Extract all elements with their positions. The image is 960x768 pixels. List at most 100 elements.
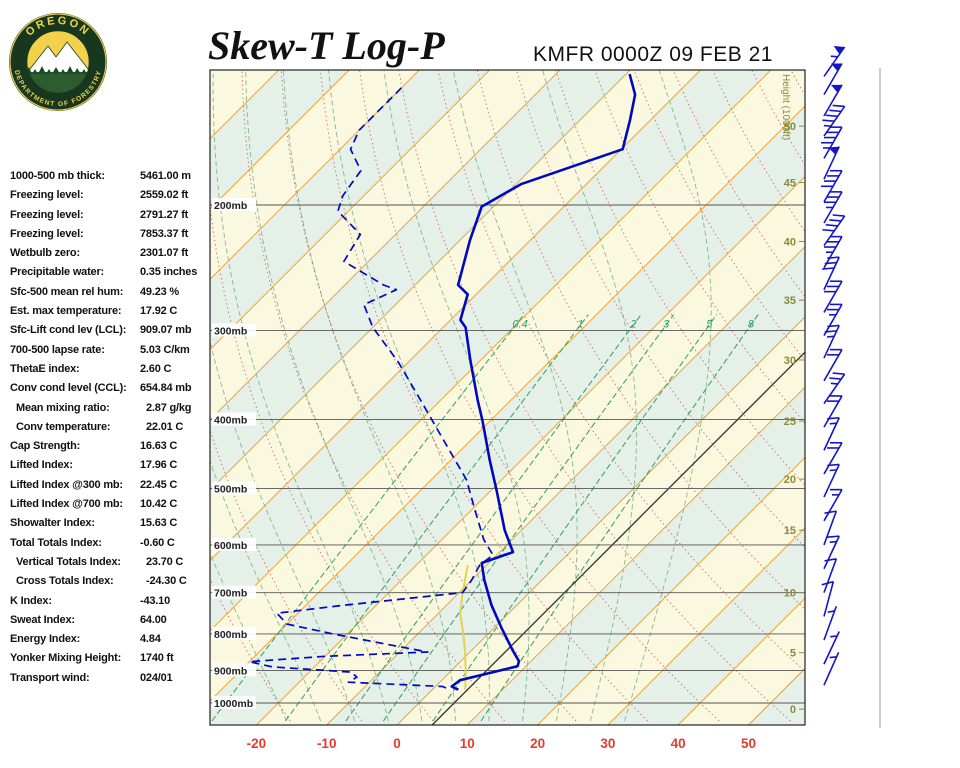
stat-row: 700-500 lapse rate: 5.03 C/km [10,341,197,360]
wind-barb [823,651,840,686]
stat-label: Vertical Totals Index: [16,555,121,568]
stat-row: Yonker Mixing Height: 1740 ft [10,649,197,668]
stat-row: Lifted Index: 17.96 C [10,456,197,475]
stat-label: Sfc-Lift cond lev (LCL): [10,324,127,337]
trees-icon [27,66,87,74]
stat-row: K Index: -43.10 [10,592,197,611]
stat-value: 17.96 C [140,459,178,472]
stat-value: 2559.02 ft [140,189,189,202]
wind-barb [823,146,840,180]
stat-row: Total Totals Index: -0.60 C [10,534,197,553]
stat-label: 700-500 lapse rate: [10,343,105,356]
stat-value: 16.63 C [140,440,178,453]
height-label: 20 [784,474,796,486]
stat-label: Lifted Index @300 mb: [10,478,123,491]
mixing-ratio-label: 5 [706,318,713,330]
stat-row: Sweat Index: 64.00 [10,611,197,630]
temp-tick-label: 30 [600,736,615,751]
forest-ground [27,72,89,93]
wind-barb [823,46,846,77]
temp-tick-label: -10 [317,736,337,751]
stat-value: 15.63 C [140,517,178,530]
stat-value: 1740 ft [140,652,174,665]
pressure-labels: 200mb 300mb 400mb 500mb 600mb 700mb 800mb 900mb… [212,198,256,710]
mixing-ratio-label: 3 [663,318,670,330]
reference-isotherm [431,351,805,725]
wind-barb [823,605,838,641]
stat-value: 23.70 C [146,555,184,568]
stat-value: 0.35 inches [140,266,198,279]
indices-panel: 1000-500 mb thick: 5461.00 m Freezing leve… [10,167,197,688]
stat-row: Vertical Totals Index: 23.70 C [10,553,197,572]
isotherms [210,70,805,725]
stat-row: Freezing level: 2791.27 ft [10,206,197,225]
odf-logo: OREGON DEPARTMENT OF FORESTRY [8,12,108,112]
stat-label: ThetaE index: [10,362,80,375]
stat-row: Precipitable water: 0.35 inches [10,263,197,282]
stat-label: Transport wind: [10,671,90,684]
temp-tick-label: 20 [530,736,545,751]
wind-barb [823,558,838,593]
height-label: 50 [784,121,796,133]
stat-value: 17.92 C [140,305,178,318]
pressure-label: 200mb [214,200,247,212]
stat-row: Freezing level: 7853.37 ft [10,225,197,244]
stat-row: Sfc-Lift cond lev (LCL): 909.07 mb [10,321,197,340]
pressure-label: 400mb [214,414,247,426]
height-label: 25 [784,416,796,428]
stat-row: Lifted Index @700 mb: 10.42 C [10,495,197,514]
pressure-label: 900mb [214,665,247,677]
wind-barb [823,256,840,291]
stat-row: Mean mixing ratio: 2.87 g/kg [10,399,197,418]
stat-value: 4.84 [140,633,161,646]
stat-value: 909.07 mb [140,324,192,337]
stat-row: Showalter Index: 15.63 C [10,514,197,533]
height-label: 15 [784,525,796,537]
height-axis-title: Height (1000ft) [780,74,791,140]
pressure-label: 1000mb [214,698,253,710]
height-label: 30 [784,355,796,367]
stat-row: Lifted Index @300 mb: 22.45 C [10,476,197,495]
temp-tick-label: 50 [741,736,756,751]
dewpoint-curve [248,87,494,691]
stat-row: Wetbulb zero: 2301.07 ft [10,244,197,263]
mixing-ratio-label: 0.4 [512,318,527,330]
stat-label: Conv cond level (CCL): [10,382,127,395]
stat-row: Est. max temperature: 17.92 C [10,302,197,321]
pressure-label: 800mb [214,629,247,641]
stat-row: Freezing level: 2559.02 ft [10,186,197,205]
height-label: 45 [784,178,796,190]
stat-label: K Index: [10,594,52,607]
sounding-profiles [248,73,637,691]
stat-value: 22.01 C [146,420,184,433]
pressure-lines [210,204,805,704]
height-label: 5 [790,648,796,660]
stat-value: 22.45 C [140,478,178,491]
temp-tick-label: 10 [460,736,475,751]
height-label: 0 [790,704,796,716]
height-label: 35 [784,295,796,307]
pressure-label: 500mb [214,484,247,496]
page-title: Skew-T Log-P [208,23,445,68]
stat-value: 024/01 [140,671,173,684]
stat-row: Transport wind: 024/01 [10,669,197,688]
odf-logo-badge: OREGON DEPARTMENT OF FORESTRY [9,13,107,111]
stat-value: 2.87 g/kg [146,401,192,414]
stat-label: Lifted Index: [10,459,73,472]
stat-value: -24.30 C [146,575,187,588]
pressure-label: 300mb [214,325,247,337]
chart-border [209,69,806,726]
mixing-ratio-label: 8 [748,318,755,330]
stat-value: 5461.00 m [140,170,191,182]
stat-value: 10.42 C [140,498,178,511]
station-datetime: KMFR 0000Z 09 FEB 21 [533,43,773,66]
stat-label: Showalter Index: [10,517,95,530]
stat-label: Wetbulb zero: [10,247,80,260]
mixing-ratio-label: 2 [629,318,636,330]
logo-scene [27,41,89,93]
stat-value: 2.60 C [140,362,172,375]
stat-value: 7853.37 ft [140,227,189,240]
stat-row: Cap Strength: 16.63 C [10,437,197,456]
stat-row: Energy Index: 4.84 [10,630,197,649]
